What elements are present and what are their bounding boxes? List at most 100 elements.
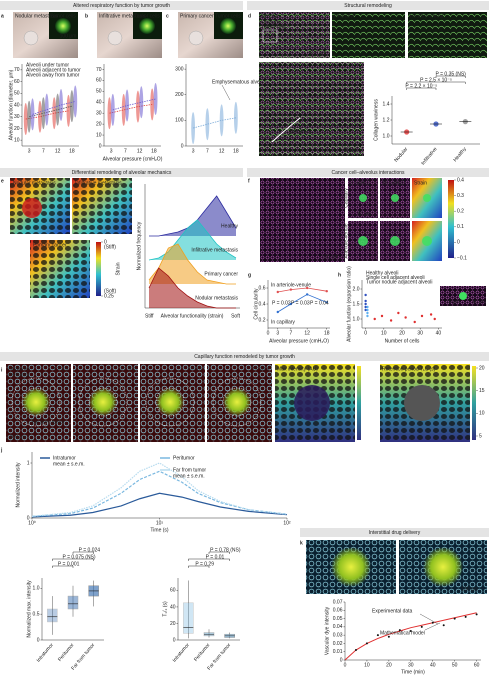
- x-tick-label: 0: [267, 330, 270, 336]
- map-title: Retention period T₁/₂ (s): [382, 366, 436, 372]
- point: [387, 635, 390, 638]
- y-tick-label: 40: [170, 604, 176, 610]
- region-boundary: [155, 387, 185, 417]
- p-value: P = 2.2 × 10⁻⁵: [405, 83, 437, 89]
- region-boundary: [222, 387, 252, 417]
- tumor: [331, 547, 371, 587]
- scale-bar: 40 µm: [343, 147, 357, 153]
- x-axis-label: Number of cells: [385, 338, 420, 344]
- tumor: [156, 388, 184, 416]
- x-tick-label: Infiltrative: [420, 146, 438, 166]
- stain-label: Collagen: [261, 19, 281, 25]
- line: [31, 462, 288, 517]
- y-tick-label: 30: [14, 114, 20, 120]
- y-tick-label: 0.02: [333, 641, 343, 647]
- x-tick-label: 0: [364, 330, 367, 336]
- x-tick-label: 0: [344, 662, 347, 668]
- y-tick-label: 20: [170, 621, 176, 627]
- x-axis-label: Alveolar pressure (cmH₂O): [103, 156, 163, 162]
- bracket: [188, 565, 210, 568]
- colorbar-note: (Soft): [104, 288, 117, 294]
- violin: [153, 82, 158, 115]
- axis-end-label: Soft: [231, 313, 241, 319]
- point: [431, 621, 434, 624]
- inset-tumor: [220, 18, 236, 34]
- cancer-cell: [358, 236, 368, 246]
- axis-end-label: Stiff: [145, 313, 154, 319]
- scale-bar: 300 µm: [10, 434, 27, 440]
- y-tick-label: 1.4: [383, 101, 390, 107]
- y-tick-label: 300: [175, 66, 184, 72]
- point: [389, 319, 393, 322]
- x-tick-label: Nodular: [393, 146, 409, 164]
- bracket: [52, 558, 94, 561]
- legend-entry: Far from tumor: [173, 467, 206, 473]
- area-shading: [149, 196, 236, 236]
- panel-letter: h: [338, 272, 341, 278]
- bracket: [435, 75, 466, 78]
- colorbar-label: 0.4: [457, 177, 464, 183]
- y-axis-label: Vascular dye intensity: [324, 606, 330, 655]
- column-title: 18 cmH₂O: [382, 180, 405, 186]
- y-tick-label: 30: [96, 111, 102, 117]
- region-boundary: [11, 377, 61, 427]
- y-axis-label: Cell circularity: [253, 288, 259, 320]
- line: [31, 470, 288, 517]
- x-tick-label: 3: [192, 148, 195, 154]
- tumor-region: [404, 385, 440, 421]
- series-label: Nodular metastasis: [195, 295, 238, 301]
- row-label: Capillary: [343, 188, 349, 208]
- y-tick-label: 60: [170, 588, 176, 594]
- violin: [73, 85, 78, 118]
- violin: [27, 100, 32, 133]
- zoom-box: [262, 29, 278, 43]
- point: [354, 649, 357, 652]
- map-title: Max intensity (AU): [277, 366, 318, 372]
- region-label: Peritumor: [8, 372, 30, 378]
- x-tick-label: Peritumor: [57, 642, 76, 663]
- inset-label: Tumor cells: [215, 13, 241, 19]
- point: [366, 305, 369, 309]
- annotation: Experimental data: [372, 608, 413, 614]
- image-title: Nodular: [261, 13, 279, 19]
- x-tick-label: 10¹: [156, 520, 164, 526]
- violin: [52, 97, 57, 130]
- y-tick-label: 0.03: [333, 632, 343, 638]
- point: [409, 630, 412, 632]
- line: [148, 243, 236, 285]
- axis: [21, 64, 79, 147]
- x-tick-label: 18: [151, 148, 157, 154]
- y-axis-label: Alveolar function (diameter, µm): [8, 69, 14, 140]
- section-title: Cancer cell–alveolus interactions: [331, 170, 405, 176]
- tumor: [188, 30, 204, 46]
- series-label: Primary cancer: [204, 271, 238, 277]
- p-value: P = 0.29: [195, 561, 214, 567]
- image-title: Infiltrative metastasis: [99, 13, 146, 19]
- inset-tumor: [139, 18, 155, 34]
- point: [442, 624, 445, 627]
- x-tick-label: 7: [124, 148, 127, 154]
- scale-bar: 100 µm: [60, 33, 77, 39]
- x-tick-label: 3: [276, 330, 279, 336]
- frame-time: t = 9 s: [188, 366, 202, 372]
- y-axis-label: Normalized max. intensity: [26, 580, 32, 638]
- line: [112, 98, 156, 111]
- legend-entry: mean ± s.e.m.: [173, 473, 205, 479]
- x-axis-label: Time (min): [401, 669, 425, 675]
- p-value: P = 0.001: [58, 561, 80, 567]
- section-band: [0, 1, 243, 10]
- area-shading: [149, 268, 236, 308]
- point: [289, 288, 293, 291]
- p-value: P = 0.01: [206, 554, 225, 560]
- legend-entry: Peritumor: [173, 455, 195, 461]
- point: [464, 615, 467, 618]
- y-tick-label: 0: [27, 515, 30, 521]
- p-value: P = 0.075 (NS): [62, 554, 95, 560]
- point: [364, 293, 367, 297]
- series-label: In capillary: [271, 319, 295, 325]
- bracket: [208, 551, 230, 554]
- y-tick-label: 20: [96, 121, 102, 127]
- y-tick-label: 0.2: [259, 317, 266, 323]
- y-tick-label: 0.05: [333, 616, 343, 622]
